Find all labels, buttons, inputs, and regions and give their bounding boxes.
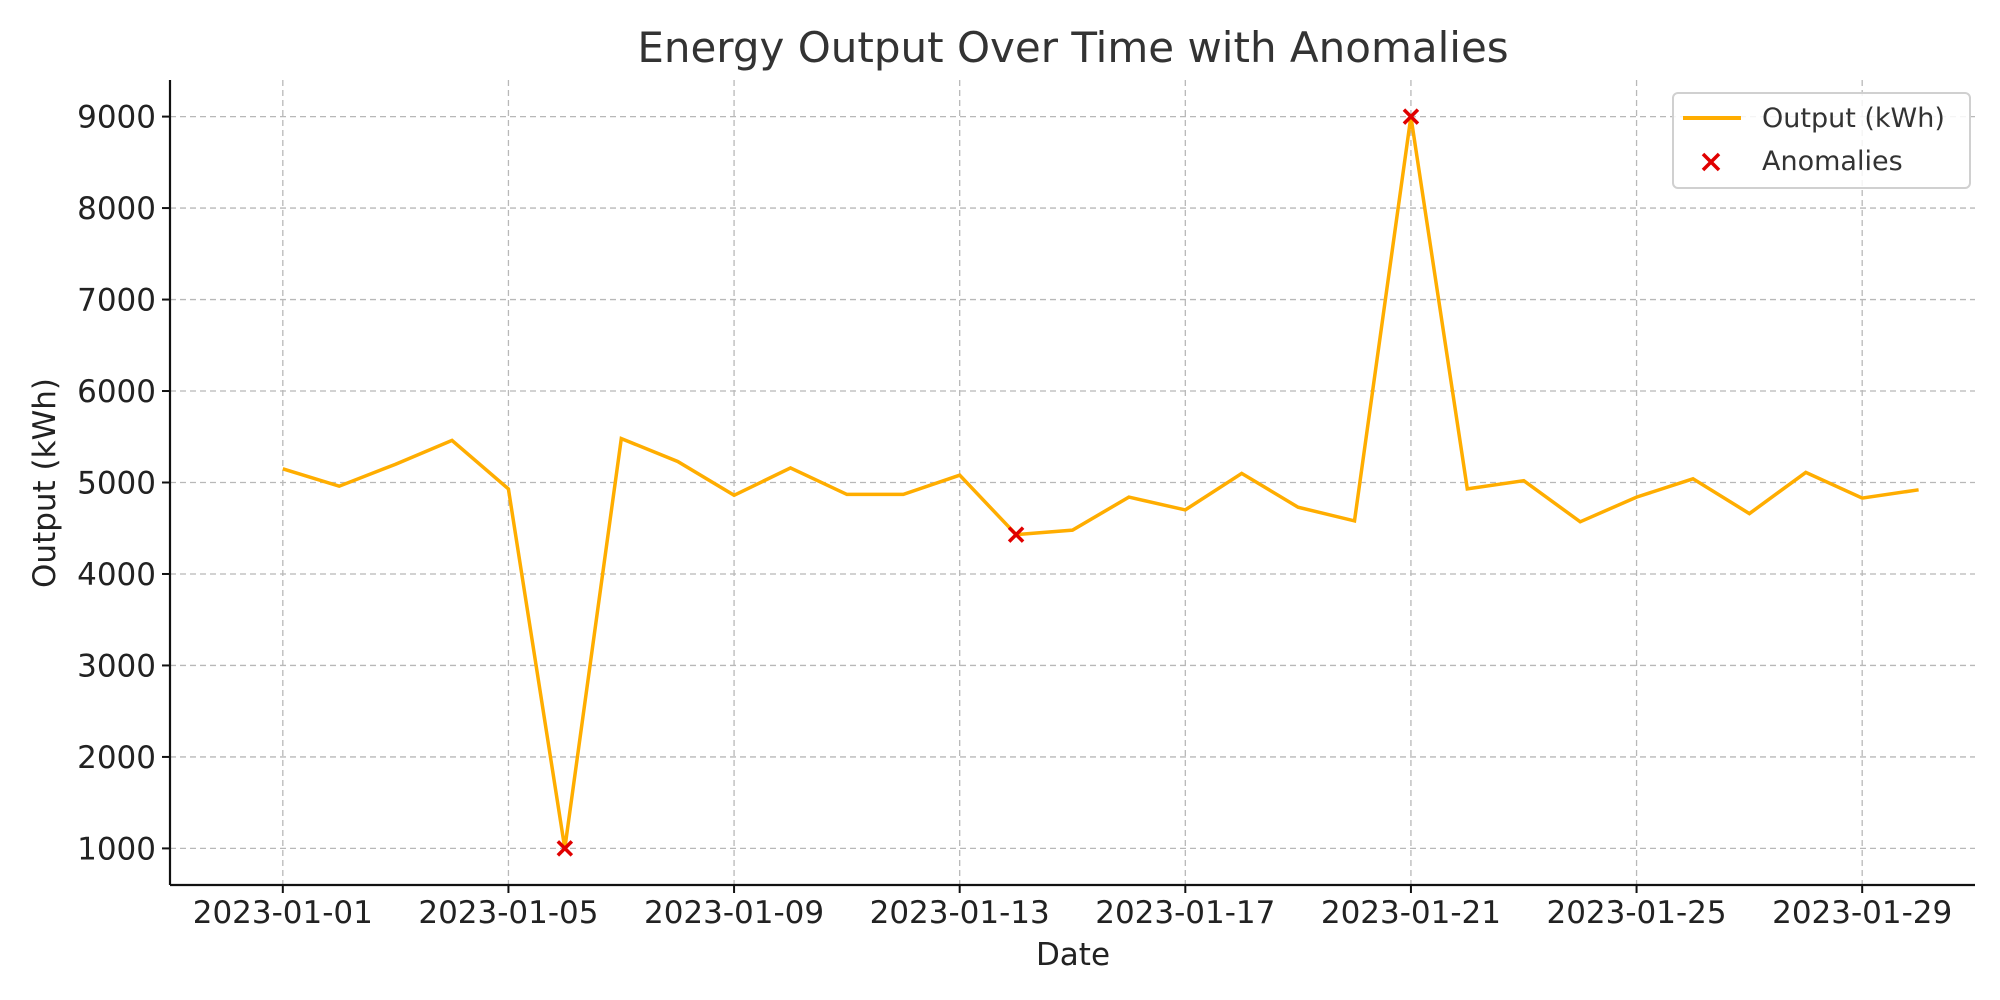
y-axis-label: Output (kWh) (27, 378, 63, 588)
chart-title: Energy Output Over Time with Anomalies (637, 23, 1508, 72)
y-tick-label: 1000 (77, 831, 156, 867)
y-tick-label: 9000 (77, 100, 156, 136)
y-tick-label: 3000 (77, 648, 156, 684)
y-tick-label: 8000 (77, 191, 156, 227)
x-tick-label: 2023-01-25 (1546, 895, 1726, 931)
legend-output-label: Output (kWh) (1762, 103, 1945, 134)
y-tick-label: 6000 (77, 374, 156, 410)
legend-anomalies-label: Anomalies (1762, 146, 1903, 177)
y-tick-label: 2000 (77, 740, 156, 776)
x-tick-label: 2023-01-21 (1321, 895, 1501, 931)
grid (170, 80, 1975, 885)
legend-anomalies-marker (1701, 152, 1721, 172)
y-ticks: 1000 2000 3000 4000 5000 6000 7000 8000 9000 (77, 100, 170, 867)
x-tick-label: 2023-01-29 (1772, 895, 1952, 931)
output-line (282, 116, 1919, 849)
x-tick-label: 2023-01-05 (418, 895, 598, 931)
y-tick-label: 7000 (77, 283, 156, 319)
legend-box (1672, 92, 1971, 189)
x-axis-label: Date (1036, 937, 1110, 973)
anomaly-marker (1402, 108, 1420, 125)
anomaly-marker (556, 840, 574, 857)
x-tick-label: 2023-01-17 (1095, 895, 1275, 931)
x-tick-label: 2023-01-01 (193, 895, 373, 931)
x-ticks: 2023-01-01 2023-01-05 2023-01-09 2023-01-13… (193, 885, 1952, 931)
legend: Output (kWh) Anomalies (1672, 92, 1971, 189)
y-tick-label: 4000 (77, 557, 156, 593)
series (282, 108, 1919, 857)
y-tick-label: 5000 (77, 466, 156, 502)
x-tick-label: 2023-01-13 (870, 895, 1050, 931)
anomaly-marker (1007, 526, 1025, 543)
x-tick-label: 2023-01-09 (644, 895, 824, 931)
